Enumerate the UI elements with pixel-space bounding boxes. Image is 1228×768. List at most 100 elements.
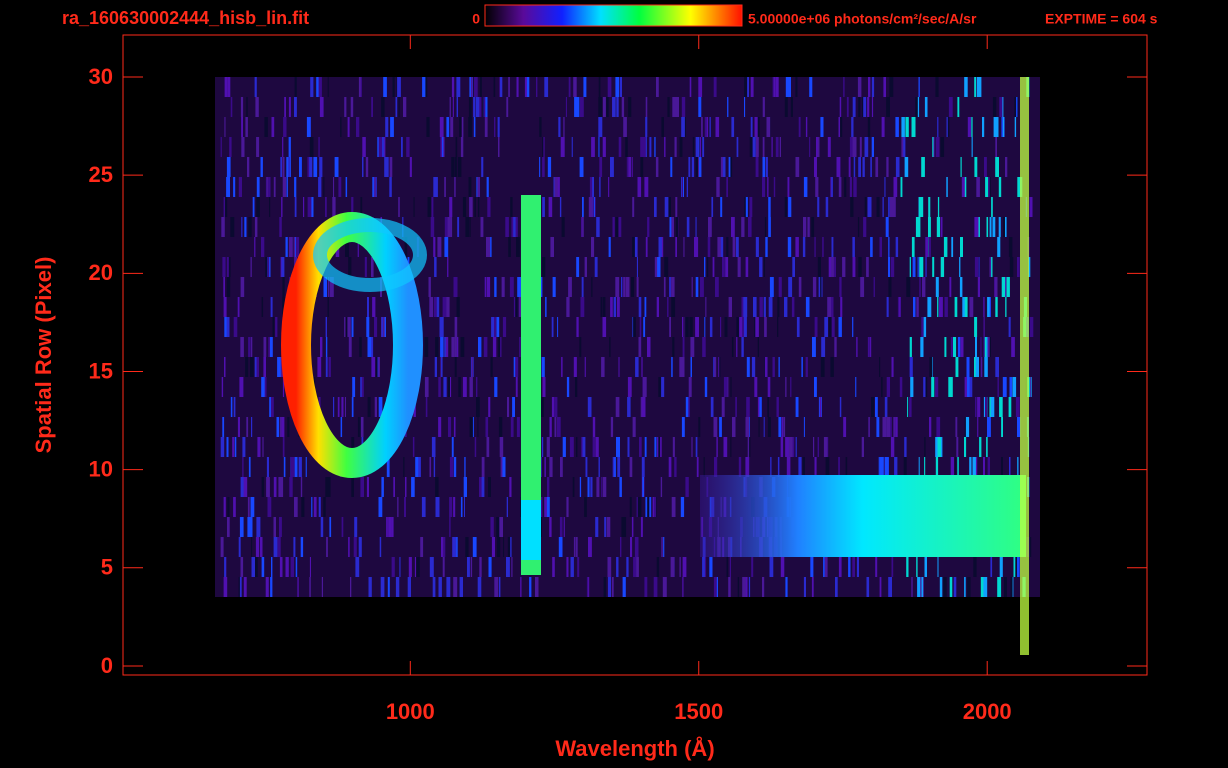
x-tick-label: 1500 (674, 699, 723, 724)
noise-streak (424, 377, 429, 397)
noise-streak (764, 317, 767, 337)
noise-streak (474, 437, 477, 457)
noise-streak (884, 397, 888, 417)
noise-streak (972, 457, 976, 477)
noise-streak (413, 197, 415, 217)
noise-streak (333, 397, 335, 417)
noise-streak (985, 177, 989, 197)
noise-streak (763, 417, 765, 437)
noise-streak (379, 537, 382, 557)
noise-streak (736, 337, 738, 357)
noise-streak (875, 397, 878, 417)
noise-streak (644, 437, 647, 457)
noise-streak (839, 97, 842, 117)
noise-streak (631, 517, 634, 537)
plot-frame (122, 34, 1148, 676)
noise-streak (924, 557, 927, 577)
noise-streak (306, 117, 311, 137)
noise-streak (587, 397, 592, 417)
noise-streak (477, 197, 480, 217)
noise-streak (454, 157, 457, 177)
noise-streak (886, 297, 889, 317)
noise-streak (719, 417, 722, 437)
noise-streak (603, 577, 607, 597)
noise-streak (226, 157, 231, 177)
noise-streak (641, 397, 646, 417)
noise-streak (397, 77, 401, 97)
noise-streak (937, 117, 939, 137)
noise-streak (494, 377, 498, 397)
noise-streak (470, 557, 473, 577)
noise-streak (765, 157, 768, 177)
noise-streak (704, 257, 706, 277)
noise-streak (976, 77, 981, 97)
noise-streak (592, 417, 596, 437)
noise-streak (829, 297, 834, 317)
noise-streak (609, 337, 611, 357)
noise-streak (964, 377, 969, 397)
noise-streak (879, 237, 882, 257)
noise-streak (658, 237, 662, 257)
noise-streak (591, 237, 595, 257)
noise-streak (439, 317, 443, 337)
noise-streak (467, 557, 470, 577)
noise-streak (477, 577, 482, 597)
noise-streak (332, 197, 336, 217)
noise-streak (906, 277, 911, 297)
noise-streak (621, 277, 623, 297)
noise-streak (622, 577, 626, 597)
noise-streak (421, 497, 426, 517)
noise-streak (367, 397, 371, 417)
noise-streak (536, 77, 538, 97)
noise-streak (401, 137, 403, 157)
noise-streak (255, 97, 259, 117)
noise-streak (517, 277, 522, 297)
noise-streak (974, 317, 978, 337)
noise-streak (309, 137, 314, 157)
noise-streak (546, 437, 550, 457)
noise-streak (997, 577, 1002, 597)
noise-streak (973, 557, 977, 577)
noise-streak (233, 397, 236, 417)
noise-streak (654, 437, 657, 457)
noise-streak (459, 577, 463, 597)
noise-streak (674, 137, 677, 157)
noise-streak (256, 197, 260, 217)
noise-streak (496, 517, 500, 537)
noise-streak (916, 297, 919, 317)
noise-streak (227, 517, 230, 537)
noise-streak (498, 137, 500, 157)
noise-streak (939, 577, 943, 597)
noise-streak (382, 577, 385, 597)
noise-streak (544, 457, 546, 477)
noise-streak (224, 557, 227, 577)
noise-streak (453, 417, 456, 437)
noise-streak (836, 157, 841, 177)
noise-streak (326, 537, 328, 557)
noise-streak (989, 257, 992, 277)
noise-streak (843, 417, 847, 437)
noise-streak (983, 297, 985, 317)
noise-streak (318, 137, 320, 157)
noise-streak (1006, 277, 1010, 297)
noise-streak (1005, 157, 1008, 177)
noise-streak (371, 97, 373, 117)
noise-streak (569, 437, 574, 457)
noise-streak (798, 457, 802, 477)
noise-streak (579, 157, 584, 177)
noise-streak (638, 297, 642, 317)
noise-streak (720, 317, 722, 337)
noise-streak (220, 437, 225, 457)
noise-streak (498, 417, 503, 437)
noise-streak (1001, 277, 1006, 297)
noise-streak (351, 197, 354, 217)
noise-streak (777, 317, 779, 337)
noise-streak (773, 177, 776, 197)
noise-streak (670, 557, 675, 577)
noise-streak (248, 217, 252, 237)
noise-streak (720, 197, 723, 217)
noise-streak (515, 357, 519, 377)
noise-streak (462, 197, 467, 217)
noise-streak (857, 217, 860, 237)
noise-streak (875, 157, 879, 177)
